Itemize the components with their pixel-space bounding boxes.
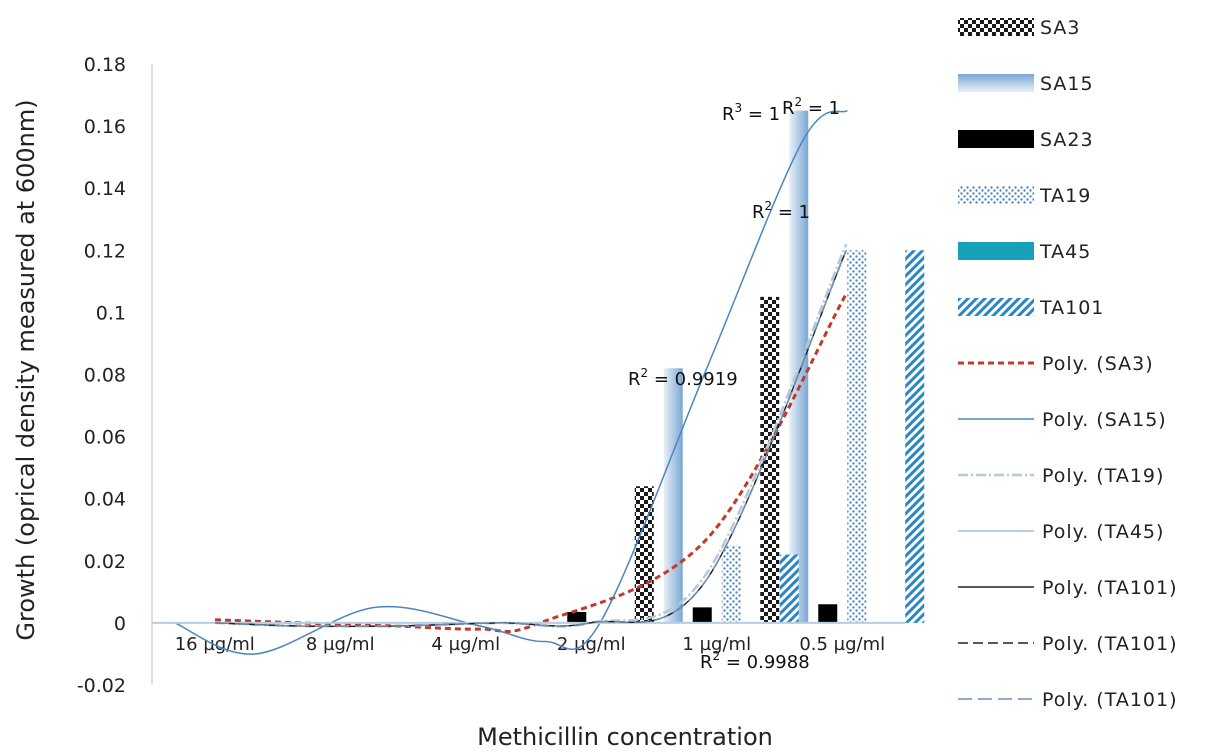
- y-tick-label: 0.12: [84, 240, 126, 262]
- trendline-4: [214, 250, 847, 628]
- bar-sa3: [760, 296, 780, 623]
- trendline-1: [174, 109, 848, 655]
- bar-sa23: [818, 604, 838, 623]
- bar-sa15: [789, 110, 809, 623]
- legend-label: SA23: [1040, 129, 1094, 151]
- r-squared-label: R2 = 1: [782, 95, 840, 119]
- y-tick-label: -0.02: [77, 675, 126, 697]
- legend-label: SA3: [1040, 17, 1081, 39]
- r-squared-label: R2 = 0.9919: [628, 366, 738, 390]
- legend-label: Poly. (TA19): [1042, 465, 1164, 487]
- bar-ta101: [779, 554, 799, 623]
- y-tick-label: 0.16: [84, 116, 126, 138]
- legend-label: TA19: [1039, 185, 1091, 207]
- r-squared-label: R2 = 1: [752, 199, 810, 223]
- trendline-6: [214, 250, 847, 628]
- plot-area: -0.02 0 0.02 0.04 0.06 0.08 0.1 0.12 0.14 0.16 0.1…: [77, 54, 925, 697]
- legend-label: SA15: [1040, 73, 1094, 95]
- y-tick-label: 0.04: [84, 489, 126, 511]
- r-squared-label: R3 = 1: [722, 101, 780, 125]
- legend-swatch-ta45: [958, 242, 1034, 260]
- y-tick-label: 0.08: [84, 365, 126, 387]
- x-tick-label: 8 µg/ml: [306, 634, 375, 655]
- legend-swatch-sa3: [958, 18, 1034, 36]
- y-tick-label: 0.02: [84, 551, 126, 573]
- x-tick-label: 1 µg/ml: [682, 634, 751, 655]
- y-tick-label: 0: [114, 613, 126, 635]
- bar-ta19: [847, 250, 867, 623]
- legend-label: TA45: [1039, 241, 1091, 263]
- bar-sa15: [663, 368, 683, 623]
- bar-sa23: [692, 607, 712, 623]
- legend-swatch-sa23: [958, 130, 1034, 148]
- bar-ta19: [721, 545, 741, 623]
- bar-ta101: [905, 250, 925, 623]
- y-tick-label: 0.1: [96, 302, 126, 324]
- trendline-0: [214, 293, 848, 633]
- r-squared-label: R2 = 0.9988: [700, 649, 810, 673]
- legend-swatch-ta19: [958, 186, 1034, 204]
- x-axis-title: Methicillin concentration: [477, 723, 773, 751]
- legend-label: Poly. (SA3): [1042, 353, 1154, 375]
- trendline-5: [214, 250, 847, 628]
- legend-label: Poly. (TA101): [1042, 689, 1178, 711]
- legend-label: Poly. (TA101): [1042, 633, 1178, 655]
- legend: SA3 SA15 SA23 TA19 TA45 TA101 Poly. (SA3) Poly.…: [958, 17, 1178, 711]
- y-tick-label: 0.14: [84, 178, 126, 200]
- legend-swatch-sa15: [958, 74, 1034, 92]
- legend-label: TA101: [1039, 297, 1104, 319]
- legend-swatch-ta101: [958, 298, 1034, 316]
- trendline-2: [214, 243, 848, 628]
- legend-label: Poly. (SA15): [1042, 409, 1167, 431]
- x-tick-label: 4 µg/ml: [431, 634, 500, 655]
- y-tick-label: 0.18: [84, 54, 126, 76]
- x-tick-label: 0.5 µg/ml: [799, 634, 885, 655]
- y-tick-label: 0.06: [84, 427, 126, 449]
- bar-sa23: [567, 612, 587, 623]
- legend-label: Poly. (TA101): [1042, 577, 1178, 599]
- legend-label: Poly. (TA45): [1042, 521, 1164, 543]
- y-axis-title: Growth (oprical density measured at 600n…: [12, 99, 40, 640]
- bar-sa3: [634, 486, 654, 623]
